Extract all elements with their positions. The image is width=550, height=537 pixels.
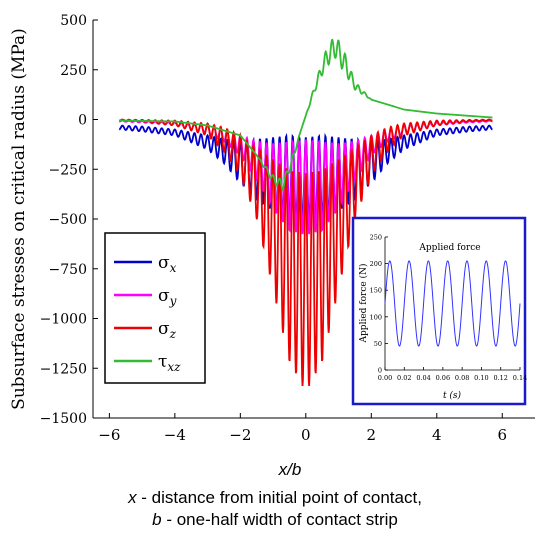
main-x-axis-label: x/b xyxy=(278,460,302,479)
inset-y-tick-label: 50 xyxy=(374,340,382,348)
legend-label-xz: τxz xyxy=(158,352,181,374)
main-y-tick-label: −1500 xyxy=(40,411,87,427)
legend-symbol: σ xyxy=(158,319,170,339)
legend-symbol: τ xyxy=(158,352,167,372)
series-line-xz xyxy=(119,38,493,191)
caption-var-x: x xyxy=(128,488,137,507)
main-y-axis-label: Subsurface stresses on critical radius (… xyxy=(9,28,29,410)
main-x-tick-label: −2 xyxy=(229,426,251,444)
inset-x-ticks: 0.00 0.02 0.04 0.06 0.08 0.10 0.12 0.14 xyxy=(378,367,527,382)
main-y-tick-label: 250 xyxy=(60,63,87,79)
main-x-tick-label: 6 xyxy=(497,426,507,444)
series-line-z xyxy=(119,118,493,387)
main-x-tick-label: 4 xyxy=(432,426,442,444)
inset-y-tick-label: 200 xyxy=(370,260,382,268)
inset-x-axis-label: t (s) xyxy=(443,390,462,401)
main-series-group xyxy=(118,38,493,387)
inset-series-group xyxy=(384,260,521,347)
inset-y-axis-label: Applied force (N) xyxy=(358,264,369,344)
main-y-tick-label: −750 xyxy=(49,262,87,278)
legend-subscript: y xyxy=(169,294,177,308)
main-x-tick-label: −6 xyxy=(98,426,120,444)
caption-text-1: - distance from initial point of contact… xyxy=(136,488,422,507)
inset-y-tick-label: 250 xyxy=(370,234,382,242)
main-y-ticks: 500 250 0 −250 −500 −750 −1000 −1250 −1500 xyxy=(40,13,98,427)
main-x-tick-label: 0 xyxy=(301,426,311,444)
inset-force-line xyxy=(384,260,521,347)
legend-subscript: x xyxy=(170,261,177,275)
main-y-tick-label: −1250 xyxy=(40,361,87,377)
legend-label-x: σx xyxy=(158,253,177,275)
inset-x-tick-label: 0.14 xyxy=(513,374,527,382)
inset-frame xyxy=(351,216,527,406)
legend-box xyxy=(104,232,206,384)
legend-label-z: σz xyxy=(158,319,177,341)
legend-symbol: σ xyxy=(158,286,170,306)
caption-var-b: b xyxy=(152,510,162,529)
legend-subscript: xz xyxy=(167,360,181,374)
inset-chart: 0 50 100 150 200 250 0.00 0.02 0.04 0.06 0.08 0.10… xyxy=(351,216,527,406)
inset-y-tick-label: 100 xyxy=(370,313,382,321)
inset-y-tick-label: 0 xyxy=(378,367,382,375)
inset-x-tick-label: 0.08 xyxy=(455,374,469,382)
inset-x-tick-label: 0.12 xyxy=(493,374,507,382)
main-y-tick-label: −500 xyxy=(49,212,87,228)
main-y-tick-label: −1000 xyxy=(40,312,87,328)
series-line-x xyxy=(118,124,493,223)
main-y-tick-label: −250 xyxy=(49,162,87,178)
main-y-tick-label: 0 xyxy=(78,113,87,129)
legend-subscript: z xyxy=(169,327,177,341)
inset-x-tick-label: 0.00 xyxy=(378,374,392,382)
inset-y-ticks: 0 50 100 150 200 250 xyxy=(370,234,388,375)
inset-title: Applied force xyxy=(418,243,480,253)
main-x-tick-label: 2 xyxy=(367,426,377,444)
inset-x-tick-label: 0.06 xyxy=(436,374,450,382)
caption-line-2: b - one-half width of contact strip xyxy=(0,510,550,530)
inset-x-tick-label: 0.04 xyxy=(416,374,430,382)
caption-text-2: - one-half width of contact strip xyxy=(161,510,398,529)
inset-x-tick-label: 0.10 xyxy=(474,374,488,382)
main-x-tick-label: −4 xyxy=(164,426,186,444)
legend-label-y: σy xyxy=(158,286,177,308)
inset-y-tick-label: 150 xyxy=(370,287,382,295)
main-x-ticks: −6 −4 −2 0 2 4 6 xyxy=(98,413,507,444)
main-y-tick-label: 500 xyxy=(60,13,87,29)
inset-x-tick-label: 0.02 xyxy=(397,374,411,382)
caption-line-1: x - distance from initial point of conta… xyxy=(0,488,550,508)
legend-symbol: σ xyxy=(158,253,170,273)
